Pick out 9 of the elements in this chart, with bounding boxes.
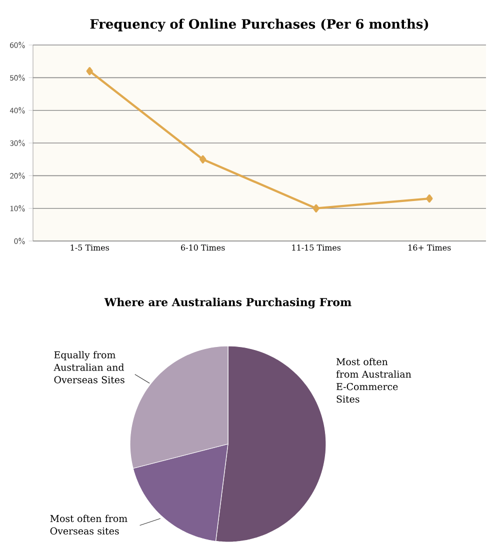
chart-title: Where are Australians Purchasing From bbox=[104, 298, 352, 309]
chart-title: Frequency of Online Purchases (Per 6 months) bbox=[90, 18, 428, 32]
point bbox=[86, 67, 93, 76]
slice-label: Equally from Australian and Overseas Sites bbox=[54, 351, 124, 384]
point bbox=[426, 194, 433, 203]
slice-label: Most often from Australian E-Commerce Sites bbox=[336, 358, 412, 403]
slice-label: Most often from Overseas sites bbox=[50, 514, 128, 535]
point bbox=[200, 155, 206, 164]
point bbox=[312, 204, 320, 212]
